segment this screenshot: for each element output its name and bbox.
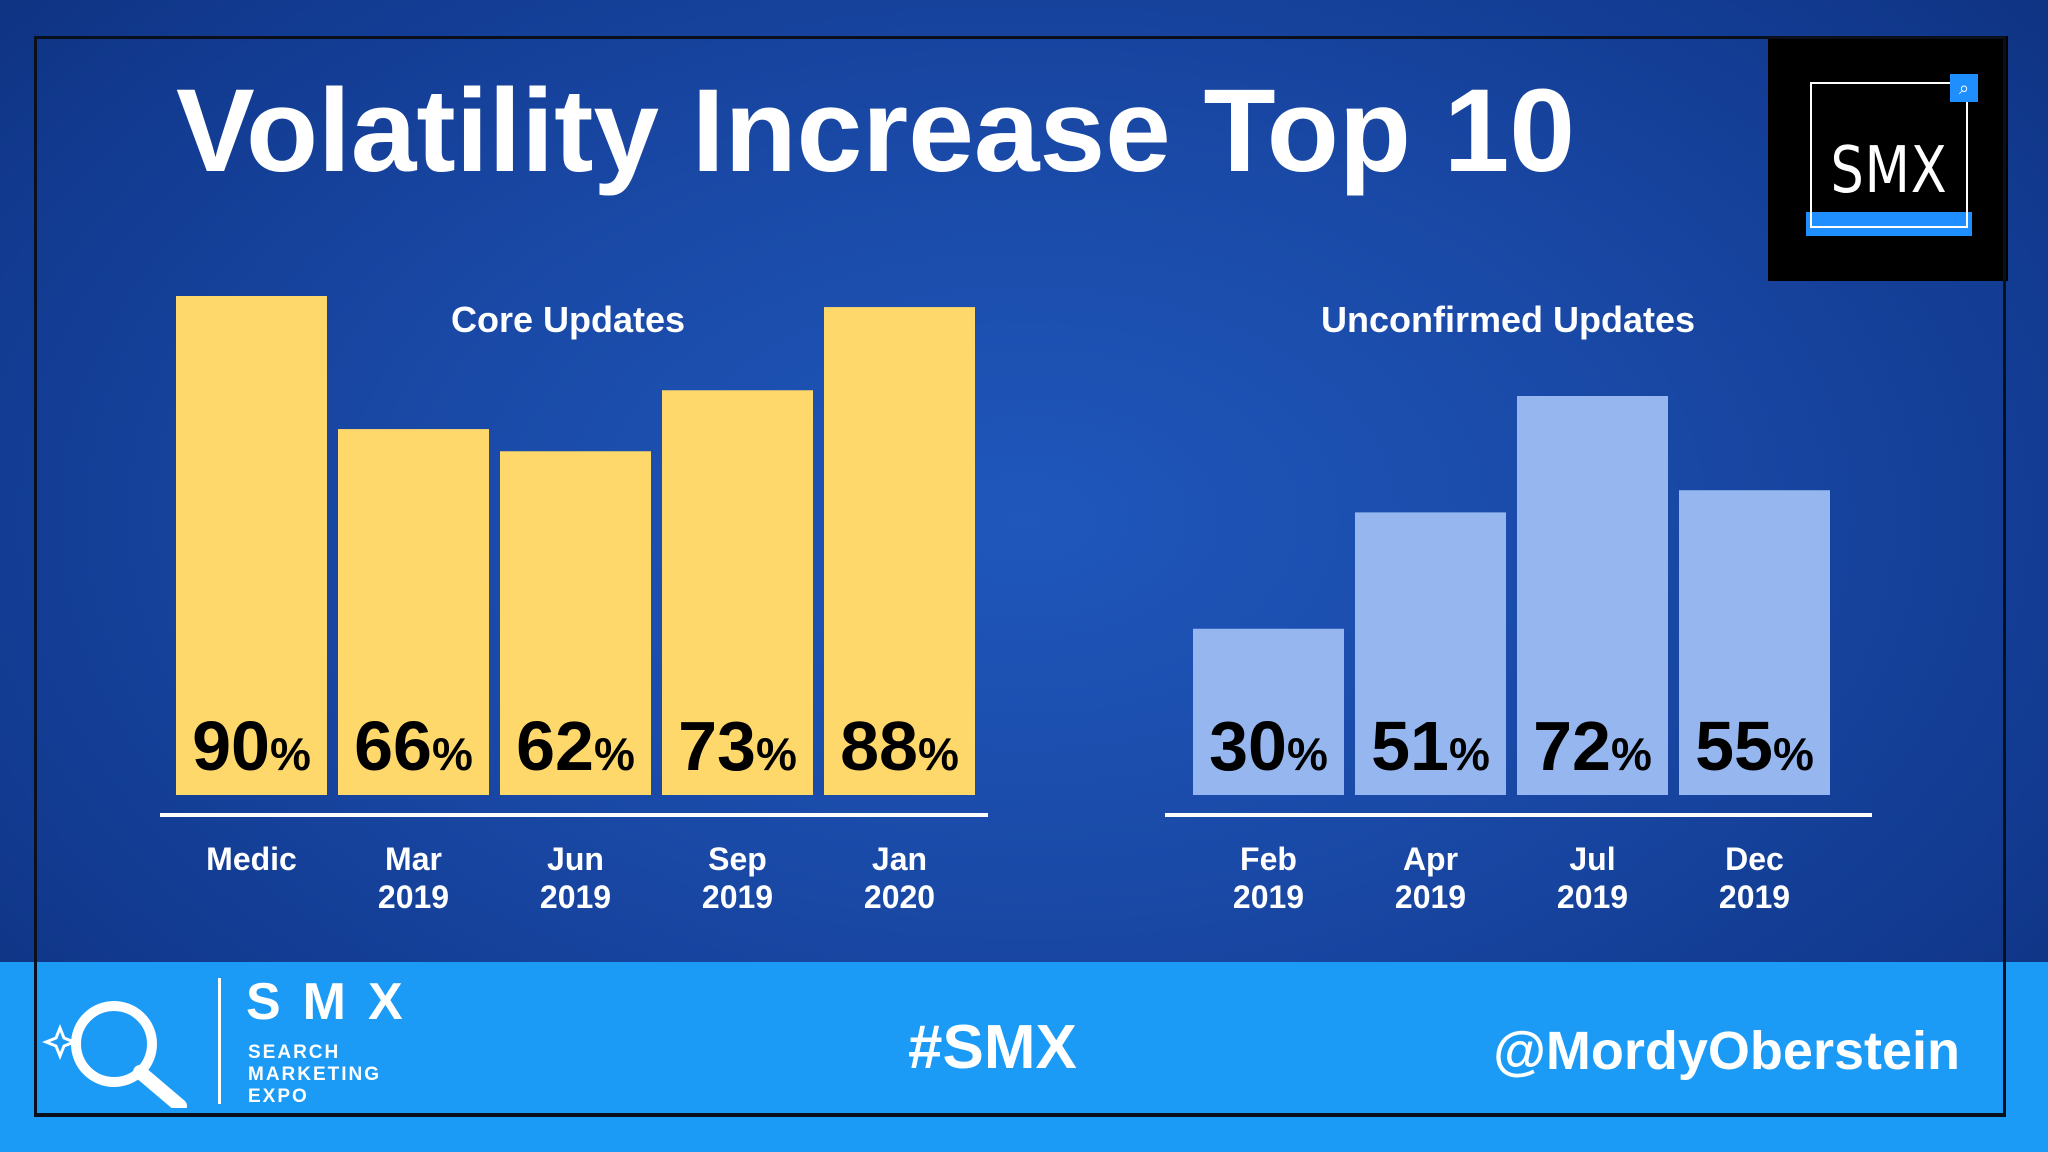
unconfirmed-value-label: 30% <box>1209 707 1328 785</box>
core-value-label: 88% <box>840 707 959 785</box>
unconfirmed-bar <box>1679 490 1830 795</box>
core-category-label: Sep <box>708 841 767 877</box>
core-category-label: Medic <box>206 841 297 877</box>
unconfirmed-category-label: 2019 <box>1395 879 1466 915</box>
core-category-label: Jun <box>547 841 604 877</box>
core-value-label: 90% <box>192 707 311 785</box>
core-bar <box>338 429 489 795</box>
unconfirmed-chart-title: Unconfirmed Updates <box>1321 299 1695 340</box>
unconfirmed-category-label: Dec <box>1725 841 1784 877</box>
logo-bar <box>1806 212 1972 236</box>
unconfirmed-bar <box>1355 512 1506 795</box>
slide-title: Volatility Increase Top 10 <box>176 65 1576 197</box>
logo-text: SMX <box>1830 134 1948 208</box>
core-category-label: 2020 <box>864 879 935 915</box>
footer-bar: SMX SEARCH MARKETING EXPO #SMX @MordyObe… <box>0 962 2048 1152</box>
unconfirmed-category-label: 2019 <box>1557 879 1628 915</box>
core-category-label: 2019 <box>540 879 611 915</box>
core-category-label: 2019 <box>378 879 449 915</box>
core-category-label: Jan <box>872 841 927 877</box>
core-category-label: Mar <box>385 841 442 877</box>
core-chart-title: Core Updates <box>451 299 685 340</box>
unconfirmed-category-label: Jul <box>1569 841 1615 877</box>
search-magnifier-icon <box>42 1001 187 1108</box>
footer-brand: SMX <box>246 973 425 1031</box>
unconfirmed-value-label: 55% <box>1695 707 1814 785</box>
core-category-label: 2019 <box>702 879 773 915</box>
unconfirmed-value-label: 51% <box>1371 707 1490 785</box>
footer-hashtag: #SMX <box>908 1013 1077 1082</box>
unconfirmed-bar <box>1517 396 1668 795</box>
magnifier-icon: ⌕ <box>1950 74 1978 102</box>
footer-frame-line <box>34 1114 2006 1117</box>
core-bar <box>176 296 327 795</box>
core-bar <box>662 390 813 795</box>
unconfirmed-value-label: 72% <box>1533 707 1652 785</box>
smx-corner-logo: SMX ⌕ <box>1768 36 2008 281</box>
unconfirmed-category-label: 2019 <box>1719 879 1790 915</box>
core-value-label: 62% <box>516 707 635 785</box>
core-value-label: 73% <box>678 707 797 785</box>
footer-divider <box>218 978 221 1104</box>
unconfirmed-bar <box>1193 628 1344 795</box>
unconfirmed-axis-line <box>1165 813 1872 817</box>
unconfirmed-category-label: Feb <box>1240 841 1297 877</box>
core-value-label: 66% <box>354 707 473 785</box>
core-bar <box>500 451 651 795</box>
footer-subtitle: SEARCH MARKETING EXPO <box>248 1042 382 1107</box>
core-axis-line <box>160 813 988 817</box>
charts-svg: Core Updates90%Medic66%Mar201962%Jun2019… <box>160 296 1872 915</box>
footer-handle: @MordyOberstein <box>1493 1021 1960 1081</box>
core-bar <box>824 307 975 795</box>
unconfirmed-category-label: 2019 <box>1233 879 1304 915</box>
unconfirmed-category-label: Apr <box>1403 841 1458 877</box>
